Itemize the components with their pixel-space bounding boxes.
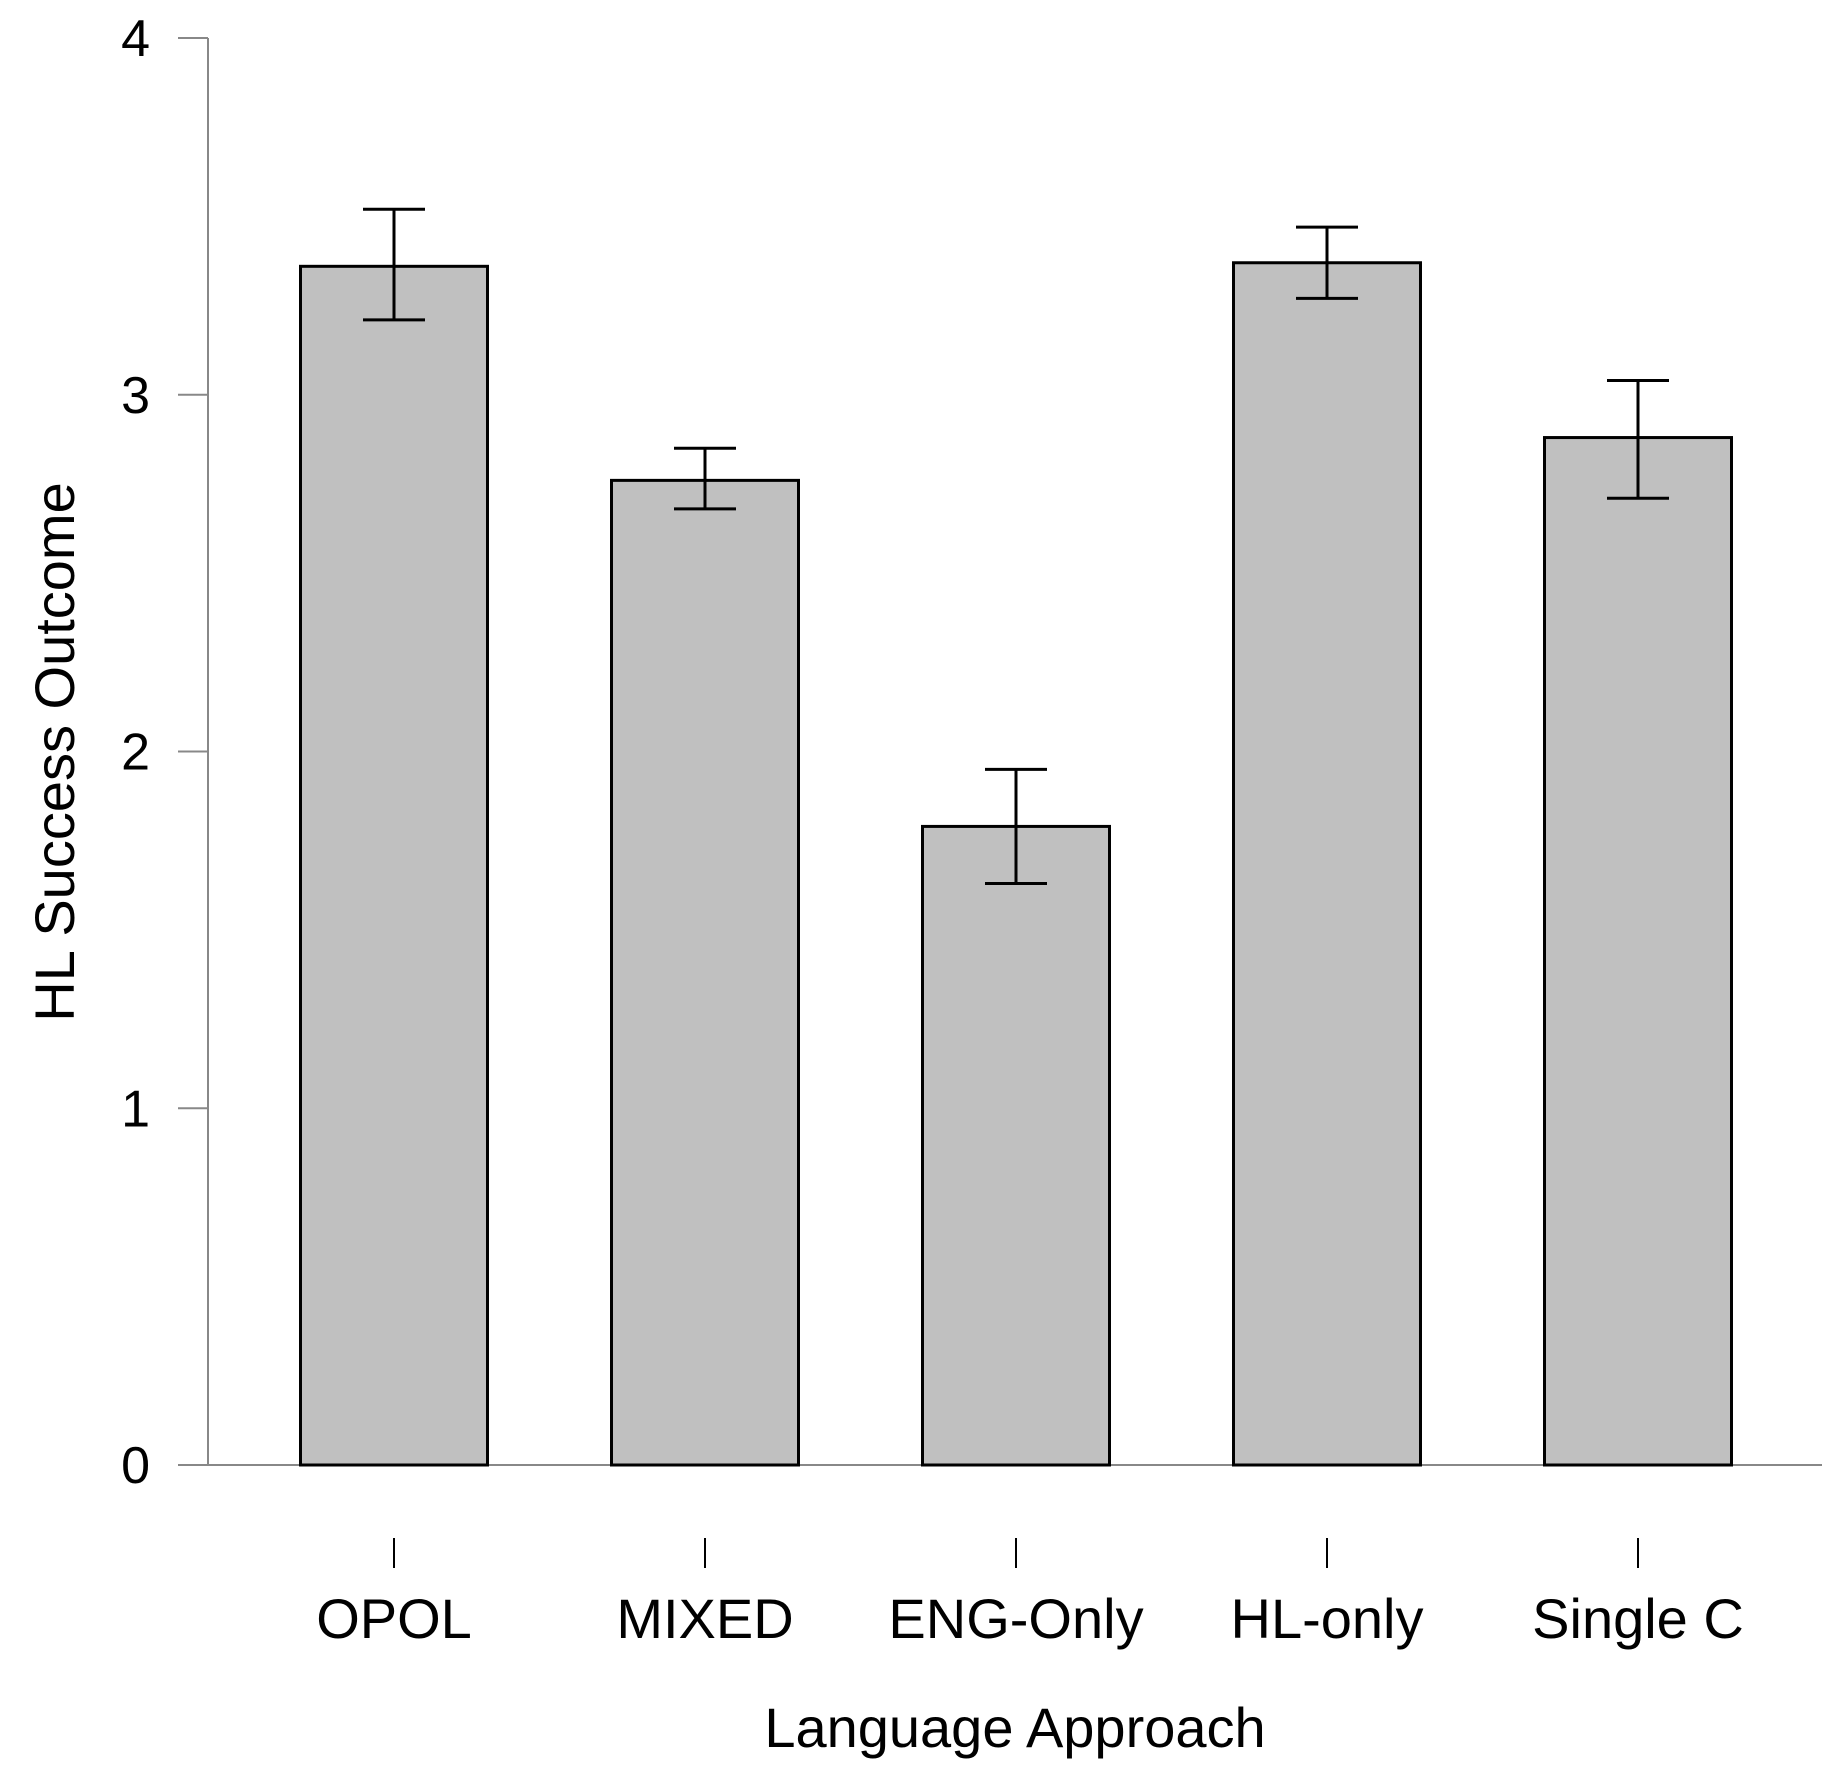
- x-tick-label-hl-only: HL-only: [1231, 1587, 1424, 1650]
- bar-mixed: [610, 478, 800, 1467]
- y-axis-title: HL Success Outcome: [23, 482, 86, 1021]
- y-tick-label-3: 3: [121, 367, 150, 425]
- y-tick-label-4: 4: [121, 10, 150, 68]
- y-tick-label-2: 2: [121, 724, 150, 782]
- bar-hl-only: [1232, 261, 1422, 1467]
- bar-eng-only: [921, 824, 1111, 1467]
- bar-opol: [299, 264, 489, 1467]
- bars-group: [299, 261, 1733, 1467]
- error-bars-group: [363, 207, 1669, 885]
- x-tick-label-single-c: Single C: [1532, 1587, 1744, 1650]
- x-tick-label-eng-only: ENG-Only: [888, 1587, 1143, 1650]
- x-tick-label-opol: OPOL: [316, 1587, 472, 1650]
- labels-group: 0 1 2 3 4 OPOL MIXED ENG-Only HL-only Single C: [121, 10, 1744, 1650]
- x-axis-title: Language Approach: [764, 1696, 1265, 1759]
- x-tick-label-mixed: MIXED: [616, 1587, 793, 1650]
- y-tick-label-0: 0: [121, 1437, 150, 1495]
- y-tick-label-1: 1: [121, 1080, 150, 1138]
- bar-single-c: [1543, 436, 1733, 1467]
